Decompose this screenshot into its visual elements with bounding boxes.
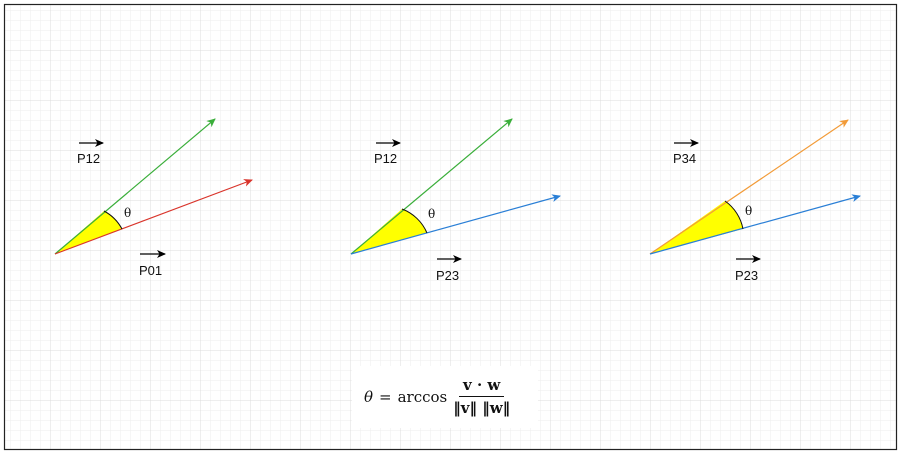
vector-arrow-a xyxy=(54,118,216,255)
angle-wedge xyxy=(650,201,743,254)
frame-border xyxy=(3,3,898,451)
vector-arrow-a xyxy=(649,119,849,255)
angle-theta-label: θ xyxy=(428,207,435,221)
vector-label-b: P01 xyxy=(139,263,162,278)
vector-label-a: P34 xyxy=(673,151,696,166)
angle-theta-label: θ xyxy=(745,204,752,218)
formula-numerator: v · w xyxy=(459,376,505,397)
angle-theta-label: θ xyxy=(124,206,131,220)
angle-arc xyxy=(724,200,744,230)
angle-wedge xyxy=(55,211,122,254)
angle-arc xyxy=(401,208,428,234)
angle-diagram-3: θ P34 P23 xyxy=(649,119,861,283)
formula-lhs: θ xyxy=(364,387,374,406)
formula-function: arccos xyxy=(397,387,448,406)
angle-formula: θ = arccos v · w ‖v‖ ‖w‖ xyxy=(364,376,510,417)
vector-arrow-b xyxy=(350,194,561,255)
vector-label-b: P23 xyxy=(735,268,758,283)
formula-fraction: v · w ‖v‖ ‖w‖ xyxy=(453,376,510,417)
formula-denominator: ‖v‖ ‖w‖ xyxy=(453,399,511,417)
angle-arc xyxy=(103,210,123,230)
formula-equals: = xyxy=(379,387,392,406)
vector-label-b: P23 xyxy=(436,268,459,283)
angle-diagram-1: θ P12 P01 xyxy=(54,118,253,278)
vector-arrow-b xyxy=(649,194,861,255)
formula-box: θ = arccos v · w ‖v‖ ‖w‖ xyxy=(352,366,538,428)
angle-diagram-2: θ P12 P23 xyxy=(350,118,561,283)
vector-arrow-b xyxy=(54,179,253,255)
vector-label-a: P12 xyxy=(77,151,100,166)
angle-wedge xyxy=(351,209,427,254)
vector-label-a: P12 xyxy=(374,151,397,166)
vector-arrow-a xyxy=(350,118,513,255)
